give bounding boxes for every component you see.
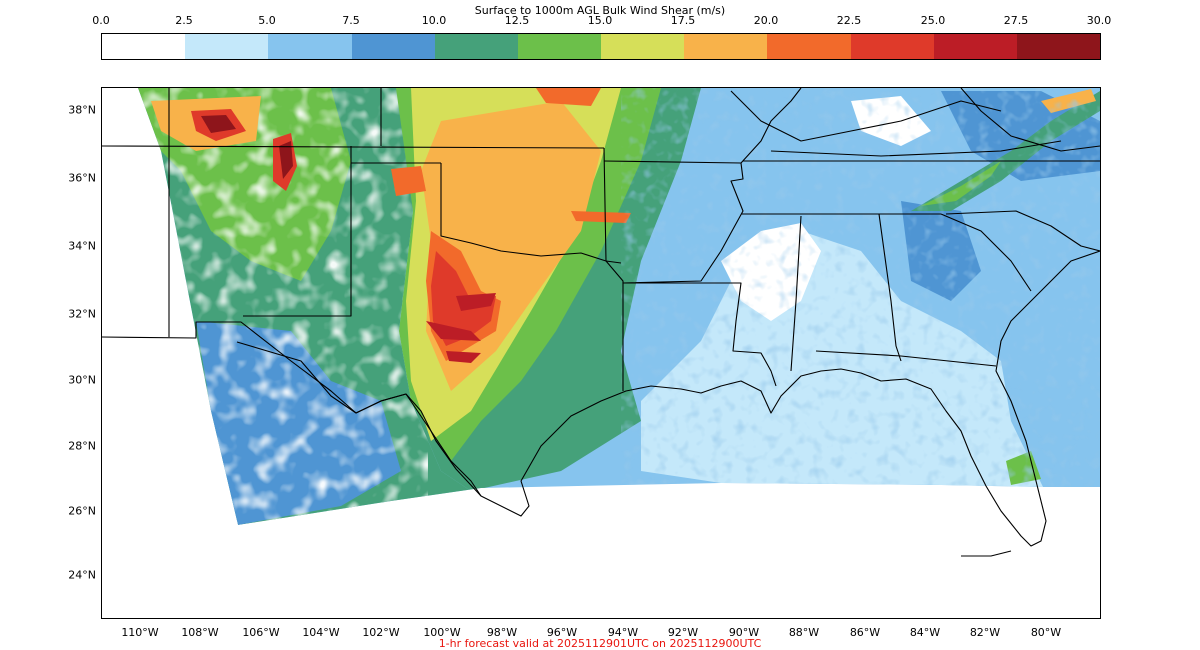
field-speckle xyxy=(621,88,1100,488)
latitude-label: 38°N xyxy=(68,103,96,117)
forecast-footer: 1-hr forecast valid at 2025112901UTC on … xyxy=(438,637,762,650)
ga-sc-border xyxy=(940,213,1032,292)
colorbar-swatch xyxy=(933,34,1017,59)
colorbar-tick: 7.5 xyxy=(342,14,360,27)
longitude-label: 82°W xyxy=(969,626,1001,639)
colorbar-swatch xyxy=(434,34,518,59)
wind-shear-map xyxy=(102,88,1100,557)
ar-border xyxy=(603,160,744,284)
shear-hotspot xyxy=(201,115,236,133)
longitude-label: 84°W xyxy=(909,626,941,639)
fl-keys xyxy=(961,550,1012,557)
shear-hotspot xyxy=(279,141,293,179)
colorbar-tick: 5.0 xyxy=(258,14,276,27)
colorbar-tick: 0.0 xyxy=(92,14,110,27)
tx-ok-border xyxy=(440,163,622,264)
longitude-label: 110°W xyxy=(121,626,159,639)
colorbar-tick: 25.0 xyxy=(920,14,946,27)
east-tx-border xyxy=(603,147,624,391)
gulf-coastline xyxy=(236,250,1100,547)
colorbar-tick: 30.0 xyxy=(1086,14,1112,27)
colorbar-tick: 20.0 xyxy=(753,14,779,27)
colorbar-swatch xyxy=(517,34,602,59)
shear-core-darkred xyxy=(446,351,481,363)
colorbar-tick: 2.5 xyxy=(175,14,193,27)
latitude-label: 26°N xyxy=(68,504,96,518)
longitude-label: 96°W xyxy=(546,626,578,639)
latitude-label: 24°N xyxy=(68,568,96,582)
colorbar-tick: 12.5 xyxy=(504,14,530,27)
colorbar-swatch xyxy=(601,34,685,59)
colorbar-ticks: 0.0 2.5 5.0 7.5 10.0 12.5 15.0 17.5 20.0… xyxy=(0,14,1200,30)
longitude-label: 88°W xyxy=(788,626,820,639)
colorbar-tick: 15.0 xyxy=(587,14,613,27)
colorbar-swatch xyxy=(684,34,768,59)
colorbar-swatch xyxy=(185,34,269,59)
latitude-label: 28°N xyxy=(68,439,96,453)
mexico-boundary xyxy=(102,321,482,497)
colorbar-swatch xyxy=(102,34,186,59)
lat-37-line xyxy=(102,145,605,149)
longitude-label: 90°W xyxy=(728,626,760,639)
map-frame xyxy=(101,87,1101,619)
colorbar-swatch xyxy=(767,34,851,59)
shear-north-orange xyxy=(536,88,601,106)
latitude-label: 32°N xyxy=(68,307,96,321)
colorbar-tick: 27.5 xyxy=(1003,14,1029,27)
shear-core-darkred xyxy=(456,293,496,311)
longitude-label: 108°W xyxy=(181,626,219,639)
longitude-label: 102°W xyxy=(362,626,400,639)
colorbar-tick: 17.5 xyxy=(670,14,696,27)
shear-field xyxy=(138,88,1100,525)
latitude-label: 34°N xyxy=(68,239,96,253)
longitude-label: 98°W xyxy=(486,626,518,639)
colorbar xyxy=(101,33,1101,60)
longitude-label: 94°W xyxy=(607,626,639,639)
shear-hotspot xyxy=(391,166,426,196)
colorbar-swatch xyxy=(351,34,435,59)
nc-sc-border xyxy=(945,210,1100,252)
longitude-label: 86°W xyxy=(849,626,881,639)
tn-ky-border xyxy=(770,140,1062,157)
longitude-label: 92°W xyxy=(667,626,699,639)
longitude-label: 100°W xyxy=(423,626,461,639)
shear-core-darkred xyxy=(426,321,481,341)
nm-tx-border xyxy=(243,146,352,317)
colorbar-tick: 22.5 xyxy=(836,14,862,27)
al-ga-border xyxy=(878,213,902,362)
shear-ok-band xyxy=(571,211,631,223)
mississippi-river xyxy=(740,88,802,164)
longitude-label: 80°W xyxy=(1030,626,1062,639)
colorbar-tick: 10.0 xyxy=(421,14,447,27)
longitude-label: 104°W xyxy=(302,626,340,639)
colorbar-title: Surface to 1000m AGL Bulk Wind Shear (m/… xyxy=(474,4,726,17)
latitude-label: 36°N xyxy=(68,171,96,185)
latitude-label: 30°N xyxy=(68,373,96,387)
la-ms-border xyxy=(623,282,777,387)
colorbar-swatch xyxy=(268,34,352,59)
longitude-label: 106°W xyxy=(242,626,280,639)
va-border xyxy=(960,88,1100,152)
colorbar-swatch xyxy=(850,34,934,59)
ga-fl-border xyxy=(815,350,997,367)
ms-al-border xyxy=(790,215,802,372)
ky-border xyxy=(730,90,1002,142)
borders xyxy=(102,88,1100,557)
colorbar-swatch xyxy=(1016,34,1101,59)
